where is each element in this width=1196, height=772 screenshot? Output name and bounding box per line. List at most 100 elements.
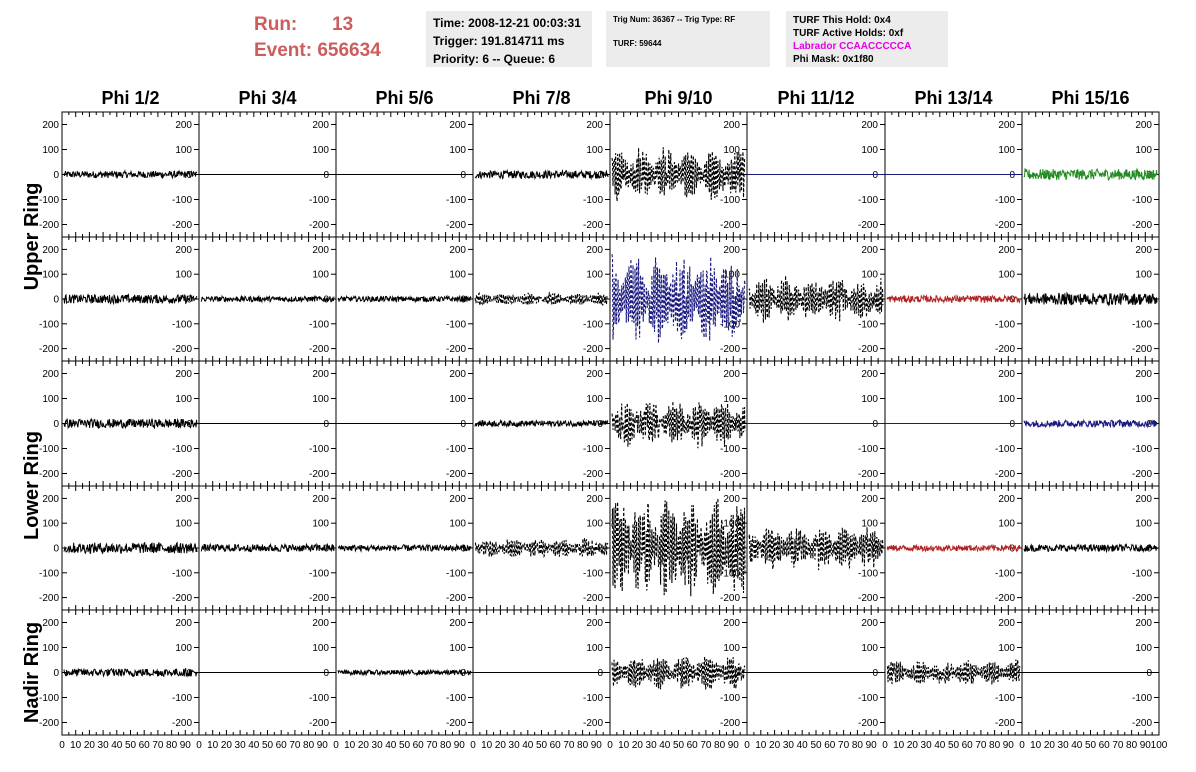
x-tick-label: 60 [413, 740, 425, 751]
x-tick-label: 50 [262, 740, 274, 751]
x-tick-label: 70 [700, 740, 712, 751]
y-tick-label: 200 [586, 120, 603, 131]
waveform-trace [63, 541, 198, 555]
turf-active-holds-text: TURF Active Holds: 0xf [793, 28, 904, 39]
waveform-trace [474, 537, 609, 559]
x-tick-label: 70 [426, 740, 438, 751]
y-tick-label: -200 [720, 593, 740, 604]
y-tick-label: 100 [449, 519, 466, 530]
waveform-trace [611, 401, 746, 449]
y-tick-label: 0 [53, 544, 59, 555]
y-tick-label: 100 [42, 394, 59, 405]
y-tick-label: 100 [998, 270, 1015, 281]
y-tick-label: 200 [42, 494, 59, 505]
y-tick-label: -100 [309, 568, 329, 579]
y-tick-label: -200 [1132, 220, 1152, 231]
y-tick-label: -200 [1132, 344, 1152, 355]
y-tick-label: -100 [858, 319, 878, 330]
y-tick-label: -100 [446, 444, 466, 455]
x-tick-label: 90 [317, 740, 329, 751]
x-tick-label: 20 [632, 740, 644, 751]
event-label: Event: [254, 40, 313, 61]
x-tick-label: 70 [838, 740, 850, 751]
waveform-trace [611, 147, 746, 202]
x-tick-label: 60 [1099, 740, 1111, 751]
y-tick-label: 200 [998, 369, 1015, 380]
waveform-trace [337, 668, 472, 677]
turf-text: TURF: 59644 [613, 39, 662, 48]
x-tick-label: 0 [1019, 740, 1025, 751]
x-tick-label: 90 [1003, 740, 1015, 751]
x-tick-label: 80 [166, 740, 178, 751]
y-tick-label: -200 [858, 593, 878, 604]
x-tick-label: 30 [1058, 740, 1070, 751]
waveform-trace [611, 498, 746, 597]
y-tick-label: 0 [460, 170, 466, 181]
y-tick-label: -200 [995, 593, 1015, 604]
x-tick-label: 60 [550, 740, 562, 751]
y-tick-label: 0 [1009, 419, 1015, 430]
y-tick-label: -200 [309, 718, 329, 729]
y-tick-label: 100 [586, 394, 603, 405]
y-tick-label: -100 [858, 444, 878, 455]
y-tick-label: 100 [449, 145, 466, 156]
y-tick-label: 100 [861, 643, 878, 654]
y-tick-label: 200 [861, 618, 878, 629]
turf-this-hold-text: TURF This Hold: 0x4 [793, 15, 891, 26]
y-tick-label: 100 [1135, 270, 1152, 281]
priority-text: Priority: 6 -- Queue: 6 [433, 52, 556, 66]
y-tick-label: 200 [1135, 618, 1152, 629]
y-tick-label: -200 [309, 593, 329, 604]
y-tick-label: 200 [998, 245, 1015, 256]
row-title: Nadir Ring [21, 622, 43, 723]
y-tick-label: 100 [861, 270, 878, 281]
y-tick-label: 100 [312, 394, 329, 405]
y-tick-label: -200 [720, 469, 740, 480]
y-tick-label: -100 [172, 319, 192, 330]
column-title: Phi 11/12 [777, 88, 854, 108]
y-tick-label: -200 [858, 344, 878, 355]
x-tick-label: 0 [196, 740, 202, 751]
phi-mask-text: Phi Mask: 0x1f80 [793, 54, 874, 65]
y-tick-label: -100 [720, 444, 740, 455]
y-tick-label: -100 [1132, 195, 1152, 206]
waveform-trace [63, 667, 198, 678]
y-tick-label: -200 [995, 344, 1015, 355]
y-tick-label: -100 [995, 319, 1015, 330]
x-tick-label: 90 [1140, 740, 1152, 751]
x-tick-label: 40 [248, 740, 260, 751]
y-tick-label: 100 [1135, 519, 1152, 530]
y-tick-label: 0 [734, 170, 740, 181]
y-tick-label: 200 [998, 494, 1015, 505]
run-event-block: Run: 13 Event: 656634 [254, 12, 381, 64]
trigger-text: Trigger: 191.814711 ms [433, 34, 565, 48]
y-tick-label: -100 [446, 568, 466, 579]
run-label: Run: [254, 14, 298, 35]
x-tick-label: 10 [755, 740, 767, 751]
waveform-trace [337, 543, 472, 553]
y-tick-label: 100 [42, 643, 59, 654]
y-tick-label: -100 [583, 319, 603, 330]
y-tick-label: 200 [998, 120, 1015, 131]
x-tick-label: 60 [139, 740, 151, 751]
column-title: Phi 1/2 [101, 88, 159, 108]
x-tick-label: 90 [454, 740, 466, 751]
y-tick-label: 200 [42, 369, 59, 380]
waveform-trace [1023, 167, 1158, 181]
y-tick-label: -100 [39, 319, 59, 330]
y-tick-label: -100 [446, 319, 466, 330]
y-tick-label: 0 [1009, 668, 1015, 679]
y-tick-label: -200 [446, 718, 466, 729]
y-tick-label: 0 [1146, 544, 1152, 555]
y-tick-label: -100 [858, 568, 878, 579]
y-tick-label: 0 [872, 170, 878, 181]
y-tick-label: 200 [42, 245, 59, 256]
y-tick-label: 0 [872, 668, 878, 679]
y-tick-label: 200 [449, 369, 466, 380]
x-tick-label: 10 [481, 740, 493, 751]
y-tick-label: -100 [309, 693, 329, 704]
y-tick-label: 200 [175, 245, 192, 256]
y-tick-label: 0 [323, 419, 329, 430]
y-tick-label: -100 [583, 568, 603, 579]
